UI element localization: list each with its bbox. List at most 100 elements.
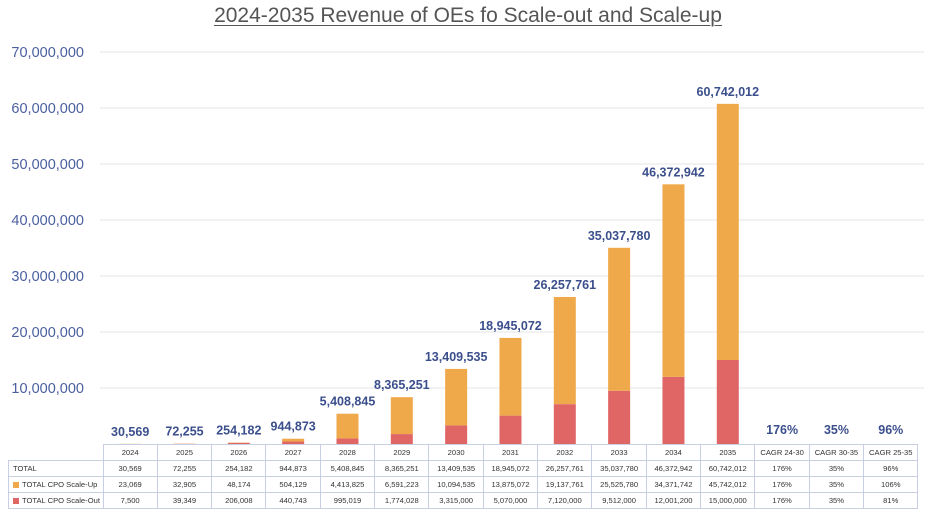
- data-label: 30,569: [111, 425, 149, 439]
- cagr-label: 176%: [766, 423, 798, 437]
- data-label: 46,372,942: [642, 165, 705, 179]
- data-label: 18,945,072: [479, 319, 542, 333]
- table-column-header: 2034: [646, 445, 700, 461]
- table-cell: 35,037,780: [592, 461, 646, 477]
- bar-scale-out: [445, 425, 467, 444]
- table-cell: 60,742,012: [701, 461, 755, 477]
- table-cell: 81%: [864, 493, 918, 509]
- table-column-header: 2024: [103, 445, 157, 461]
- table-row-label: TOTAL CPO Scale-Out: [9, 493, 104, 509]
- bar-scale-up: [391, 397, 413, 434]
- cagr-label: 96%: [878, 423, 903, 437]
- bar-scale-out: [499, 416, 521, 444]
- table-column-header: 2031: [483, 445, 537, 461]
- table-cell: 26,257,761: [538, 461, 592, 477]
- table-cell: 5,408,845: [320, 461, 374, 477]
- table-column-header: 2028: [320, 445, 374, 461]
- data-label: 254,182: [216, 424, 261, 438]
- table-column-header: CAGR 24-30: [755, 445, 809, 461]
- bar-scale-up: [662, 184, 684, 376]
- table-row: TOTAL CPO Scale-Up 23,069 32,905 48,174 504,…: [9, 477, 918, 493]
- table-cell: 3,315,000: [429, 493, 483, 509]
- y-tick-label: 20,000,000: [11, 325, 84, 341]
- bar-scale-out: [662, 377, 684, 444]
- data-label: 5,408,845: [320, 395, 376, 409]
- data-label: 944,873: [271, 420, 316, 434]
- table-cell: 35%: [809, 461, 863, 477]
- data-label: 26,257,761: [534, 278, 597, 292]
- data-label: 72,255: [165, 425, 203, 439]
- table-column-header: 2025: [157, 445, 211, 461]
- table-cell: 19,137,761: [538, 477, 592, 493]
- table-cell: 6,591,223: [375, 477, 429, 493]
- table-cell: 995,019: [320, 493, 374, 509]
- table-cell: 39,349: [157, 493, 211, 509]
- table-cell: 32,905: [157, 477, 211, 493]
- table-cell: 13,409,535: [429, 461, 483, 477]
- table-corner: [9, 445, 104, 461]
- table-cell: 30,569: [103, 461, 157, 477]
- table-cell: 176%: [755, 461, 809, 477]
- table-header-row: 2024 2025 2026 2027 2028 2029 2030 2031 2032 2033…: [9, 445, 918, 461]
- table-cell: 4,413,825: [320, 477, 374, 493]
- y-tick-label: 30,000,000: [11, 269, 84, 285]
- table-cell: 34,371,742: [646, 477, 700, 493]
- table-cell: 9,512,000: [592, 493, 646, 509]
- table-column-header: 2029: [375, 445, 429, 461]
- table-cell: 254,182: [212, 461, 266, 477]
- table-cell: 8,365,251: [375, 461, 429, 477]
- table-cell: 206,008: [212, 493, 266, 509]
- bar-scale-up: [336, 414, 358, 439]
- bar-scale-out: [608, 391, 630, 444]
- table-cell: 10,094,535: [429, 477, 483, 493]
- table-cell: 440,743: [266, 493, 320, 509]
- table-column-header: 2027: [266, 445, 320, 461]
- table-cell: 1,774,028: [375, 493, 429, 509]
- bar-scale-up: [717, 104, 739, 360]
- table-cell: 176%: [755, 493, 809, 509]
- table-cell: 35%: [809, 477, 863, 493]
- bar-scale-up: [282, 439, 304, 442]
- data-label: 13,409,535: [425, 350, 488, 364]
- bar-scale-out: [391, 434, 413, 444]
- table-column-header: 2026: [212, 445, 266, 461]
- table-column-header: CAGR 30-35: [809, 445, 863, 461]
- data-label: 8,365,251: [374, 378, 430, 392]
- table-cell: 5,070,000: [483, 493, 537, 509]
- table-cell: 176%: [755, 477, 809, 493]
- bar-scale-up: [554, 297, 576, 404]
- bar-scale-up: [608, 248, 630, 391]
- table-column-header: 2032: [538, 445, 592, 461]
- y-tick-label: -: [79, 437, 84, 444]
- table-cell: 106%: [864, 477, 918, 493]
- stacked-bar-chart: - 10,000,000 20,000,000 30,000,000 40,000,00…: [0, 0, 936, 444]
- table-column-header: 2035: [701, 445, 755, 461]
- data-label: 35,037,780: [588, 229, 651, 243]
- y-tick-label: 60,000,000: [11, 101, 84, 117]
- table-column-header: CAGR 25-35: [864, 445, 918, 461]
- table-cell: 45,742,012: [701, 477, 755, 493]
- table-cell: 72,255: [157, 461, 211, 477]
- bar-scale-up: [499, 338, 521, 416]
- y-tick-label: 70,000,000: [11, 45, 84, 61]
- table-cell: 7,120,000: [538, 493, 592, 509]
- table-cell: 35%: [809, 493, 863, 509]
- table-cell: 18,945,072: [483, 461, 537, 477]
- y-tick-label: 50,000,000: [11, 157, 84, 173]
- table-row: TOTAL 30,569 72,255 254,182 944,873 5,408,845…: [9, 461, 918, 477]
- table-cell: 23,069: [103, 477, 157, 493]
- y-tick-label: 40,000,000: [11, 213, 84, 229]
- y-tick-label: 10,000,000: [11, 381, 84, 397]
- legend-swatch: [13, 498, 19, 504]
- table-row: TOTAL CPO Scale-Out 7,500 39,349 206,008 440…: [9, 493, 918, 509]
- data-label: 60,742,012: [697, 85, 760, 99]
- data-table: 2024 2025 2026 2027 2028 2029 2030 2031 2032 2033…: [8, 444, 918, 509]
- bar-scale-up: [445, 369, 467, 426]
- table-cell: 13,875,072: [483, 477, 537, 493]
- table-cell: 12,001,200: [646, 493, 700, 509]
- legend-swatch: [13, 482, 19, 488]
- table-cell: 15,000,000: [701, 493, 755, 509]
- table-column-header: 2033: [592, 445, 646, 461]
- bar-scale-out: [554, 404, 576, 444]
- table-cell: 96%: [864, 461, 918, 477]
